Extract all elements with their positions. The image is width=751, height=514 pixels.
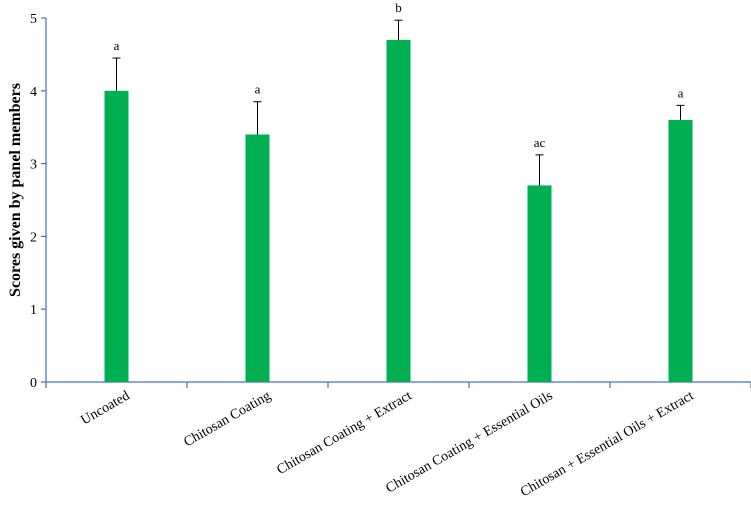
significance-letters: a a b ac a — [114, 0, 684, 150]
x-category-label: Chitosan Coating + Extract — [275, 388, 415, 478]
significance-letter: b — [395, 0, 402, 15]
y-axis-title: Scores given by panel members — [7, 83, 24, 297]
bar — [245, 134, 270, 382]
bar-series — [104, 39, 693, 383]
bar — [668, 119, 693, 383]
bar — [104, 90, 129, 383]
significance-letter: ac — [534, 135, 546, 150]
y-tick-label: 3 — [30, 158, 37, 173]
significance-letter: a — [114, 38, 120, 53]
error-bars — [112, 19, 685, 186]
bar — [527, 185, 552, 382]
y-tick-label: 0 — [30, 376, 37, 391]
y-axis-tick-labels: 0 1 2 3 4 5 — [30, 12, 37, 391]
significance-letter: a — [678, 85, 684, 100]
significance-letter: a — [255, 82, 261, 97]
y-tick-label: 2 — [30, 230, 37, 245]
x-axis-tick-labels: Uncoated Chitosan Coating Chitosan Coating… — [79, 388, 697, 500]
x-category-label: Uncoated — [79, 388, 133, 428]
bar — [386, 39, 411, 383]
y-tick-label: 5 — [30, 12, 37, 27]
y-tick-label: 1 — [30, 303, 37, 318]
x-category-label: Chitosan Coating — [181, 388, 273, 450]
y-tick-label: 4 — [30, 85, 37, 100]
